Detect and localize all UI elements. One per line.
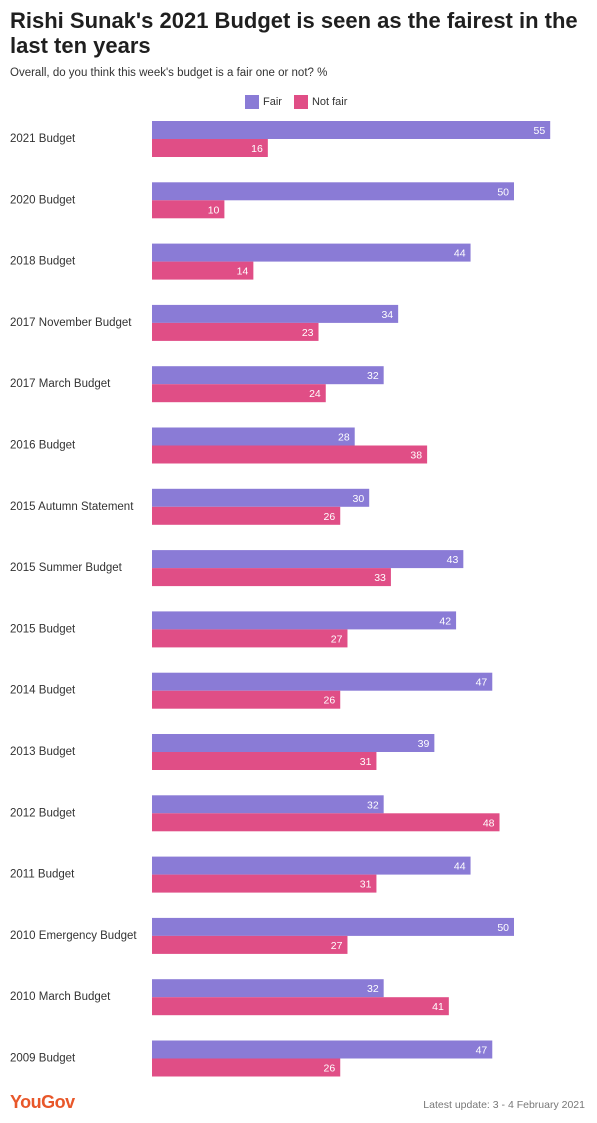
bar-not-fair-2009-budget — [152, 1058, 341, 1077]
bar-fair-2013-budget — [152, 734, 435, 752]
bar-fair-2015-autumn-statement — [152, 488, 370, 507]
legend-label-fair: Fair — [263, 96, 282, 108]
category-label-2015-autumn-statement: 2015 Autumn Statement — [10, 501, 134, 513]
bar-fair-2017-november-budget — [152, 304, 399, 323]
bar-not-fair-2010-march-budget — [152, 997, 449, 1016]
bar-fair-2015-budget — [152, 611, 457, 630]
legend-item-not-fair: Not fair — [293, 95, 348, 109]
data-label-fair-2017-march-budget: 32 — [367, 370, 379, 382]
bar-not-fair-2010-emergency-budget — [152, 935, 348, 954]
category-label-2010-emergency-budget: 2010 Emergency Budget — [10, 930, 137, 942]
data-label-fair-2018-budget: 44 — [454, 248, 466, 260]
bar-not-fair-2016-budget — [152, 445, 428, 464]
category-label-2020-budget: 2020 Budget — [10, 194, 76, 206]
latest-update-text: Latest update: 3 - 4 February 2021 — [423, 1099, 585, 1111]
category-label-2015-budget: 2015 Budget — [10, 623, 76, 635]
category-label-2017-november-budget: 2017 November Budget — [10, 317, 132, 329]
chart-subtitle: Overall, do you think this week's budget… — [10, 67, 328, 79]
data-label-not-fair-2009-budget: 26 — [324, 1063, 336, 1075]
data-label-not-fair-2021-budget: 16 — [251, 143, 263, 155]
bar-not-fair-2012-budget — [152, 813, 500, 832]
data-label-not-fair-2014-budget: 26 — [324, 695, 336, 707]
data-label-not-fair-2015-summer-budget: 33 — [374, 572, 386, 584]
yougov-logo: YouGov — [10, 1092, 75, 1112]
data-label-fair-2011-budget: 44 — [454, 861, 466, 873]
data-label-fair-2010-emergency-budget: 50 — [497, 922, 509, 934]
bar-fair-2016-budget — [152, 427, 355, 446]
data-label-not-fair-2020-budget: 10 — [208, 204, 220, 216]
legend-swatch-fair — [245, 95, 259, 109]
category-label-2010-march-budget: 2010 March Budget — [10, 991, 111, 1003]
bar-not-fair-2017-november-budget — [152, 322, 319, 341]
bar-fair-2012-budget — [152, 795, 384, 814]
data-label-fair-2009-budget: 47 — [476, 1045, 488, 1057]
bar-fair-2009-budget — [152, 1040, 493, 1059]
data-label-not-fair-2017-november-budget: 23 — [302, 327, 314, 339]
bar-not-fair-2021-budget — [152, 139, 268, 157]
data-label-fair-2017-november-budget: 34 — [381, 309, 393, 321]
data-label-fair-2020-budget: 50 — [497, 186, 509, 198]
bar-not-fair-2015-autumn-statement — [152, 506, 341, 525]
data-label-fair-2015-summer-budget: 43 — [447, 554, 459, 566]
legend-item-fair: Fair — [245, 95, 282, 109]
data-label-fair-2014-budget: 47 — [476, 677, 488, 689]
data-label-fair-2010-march-budget: 32 — [367, 983, 379, 995]
data-label-fair-2012-budget: 32 — [367, 799, 379, 811]
data-label-not-fair-2011-budget: 31 — [360, 879, 372, 891]
legend-swatch-not-fair — [293, 95, 308, 109]
category-label-2018-budget: 2018 Budget — [10, 256, 76, 268]
data-label-not-fair-2018-budget: 14 — [237, 266, 249, 278]
data-label-not-fair-2017-march-budget: 24 — [309, 388, 321, 400]
category-label-2016-budget: 2016 Budget — [10, 440, 76, 452]
bar-not-fair-2015-budget — [152, 629, 348, 648]
category-label-2011-budget: 2011 Budget — [10, 869, 75, 881]
bar-not-fair-2013-budget — [152, 752, 377, 770]
bar-fair-2020-budget — [152, 182, 514, 201]
data-label-not-fair-2010-march-budget: 41 — [432, 1001, 444, 1013]
legend: Fair Not fair — [245, 95, 359, 109]
data-label-fair-2016-budget: 28 — [338, 432, 350, 444]
data-label-fair-2013-budget: 39 — [418, 738, 430, 750]
bar-fair-2010-march-budget — [152, 979, 384, 998]
bar-not-fair-2017-march-budget — [152, 384, 326, 403]
legend-label-not-fair: Not fair — [311, 96, 348, 108]
bar-fair-2021-budget — [152, 121, 551, 139]
bar-fair-2017-march-budget — [152, 366, 384, 385]
chart-title: Rishi Sunak's 2021 Budget is seen as the… — [10, 8, 578, 58]
data-label-not-fair-2015-budget: 27 — [331, 633, 343, 645]
category-label-2013-budget: 2013 Budget — [10, 746, 76, 758]
bar-not-fair-2018-budget — [152, 261, 254, 280]
category-label-2009-budget: 2009 Budget — [10, 1053, 76, 1065]
bar-fair-2018-budget — [152, 243, 471, 262]
bar-not-fair-2011-budget — [152, 874, 377, 893]
category-label-2021-budget: 2021 Budget — [10, 133, 76, 145]
category-label-2015-summer-budget: 2015 Summer Budget — [10, 562, 123, 574]
bar-not-fair-2014-budget — [152, 690, 341, 709]
category-label-2012-budget: 2012 Budget — [10, 807, 76, 819]
bar-not-fair-2015-summer-budget — [152, 568, 391, 587]
data-label-not-fair-2012-budget: 48 — [483, 817, 495, 829]
bar-fair-2014-budget — [152, 672, 493, 691]
data-label-not-fair-2013-budget: 31 — [360, 756, 372, 768]
bar-not-fair-2020-budget — [152, 200, 225, 219]
data-label-fair-2021-budget: 55 — [534, 125, 546, 137]
bar-fair-2015-summer-budget — [152, 550, 464, 569]
data-label-not-fair-2010-emergency-budget: 27 — [331, 940, 343, 952]
data-label-fair-2015-autumn-statement: 30 — [353, 493, 365, 505]
data-label-not-fair-2016-budget: 38 — [410, 450, 422, 462]
category-label-2014-budget: 2014 Budget — [10, 685, 76, 697]
bar-fair-2011-budget — [152, 856, 471, 875]
data-label-not-fair-2015-autumn-statement: 26 — [324, 511, 336, 523]
bar-fair-2010-emergency-budget — [152, 917, 514, 936]
data-label-fair-2015-budget: 42 — [439, 615, 451, 627]
category-label-2017-march-budget: 2017 March Budget — [10, 378, 111, 390]
